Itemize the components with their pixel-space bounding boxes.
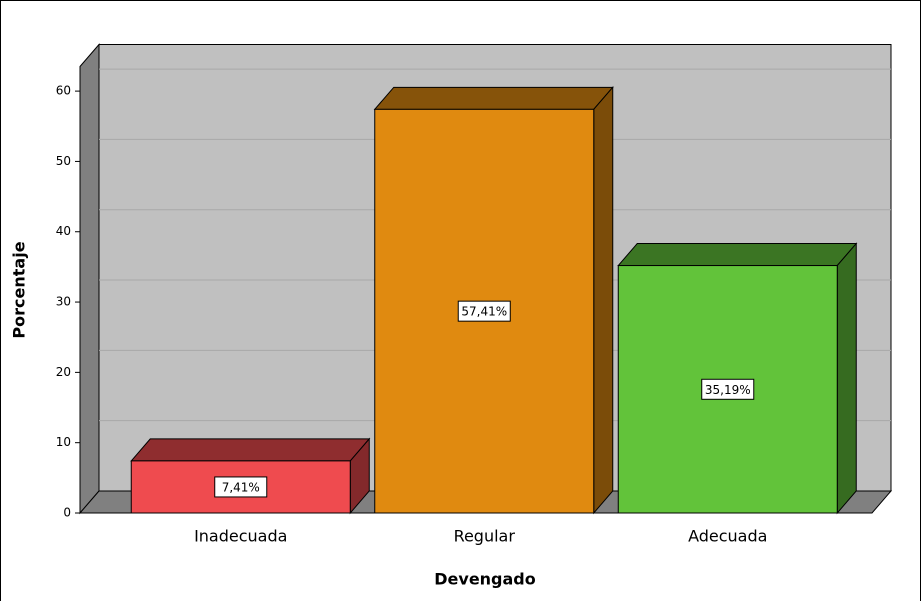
bar-side	[836, 242, 857, 515]
x-tick-label: Inadecuada	[194, 527, 287, 546]
value-label-box	[214, 476, 268, 498]
y-tick-label: 50	[56, 154, 71, 168]
y-axis-label: Porcentaje	[10, 241, 29, 338]
bar-side	[593, 85, 614, 515]
x-axis-label: Devengado	[434, 570, 536, 589]
bar-top	[617, 243, 858, 267]
value-label-box	[701, 378, 755, 400]
x-tick-label: Adecuada	[688, 527, 767, 546]
y-tick-label: 30	[56, 295, 71, 309]
y-tick-label: 0	[63, 506, 71, 520]
y-tick-label: 20	[56, 365, 71, 379]
x-tick-label: Regular	[454, 527, 516, 546]
bar-top	[373, 86, 614, 110]
side-wall	[79, 43, 100, 515]
bar-top	[130, 438, 371, 462]
y-tick-label: 60	[56, 84, 71, 98]
y-tick-label: 10	[56, 435, 71, 449]
value-label-box	[457, 300, 511, 322]
value-label: 7,41%	[222, 480, 260, 494]
value-label: 57,41%	[461, 305, 507, 319]
y-tick-label: 40	[56, 224, 71, 238]
value-label: 35,19%	[705, 383, 751, 397]
